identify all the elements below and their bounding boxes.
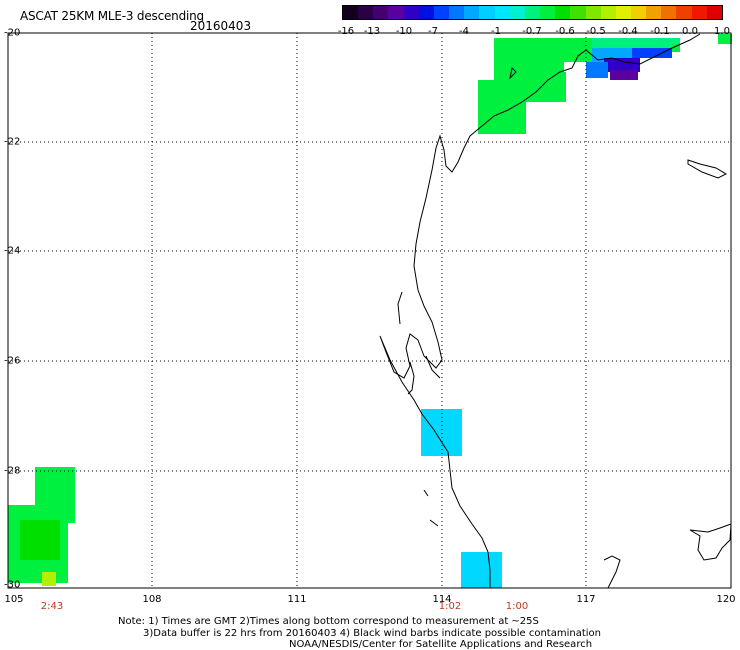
- colorbar-swatch: [600, 6, 616, 19]
- colorbar-label: -1: [491, 26, 501, 37]
- colorbar-swatch: [570, 6, 586, 19]
- colorbar-swatch: [706, 6, 722, 19]
- wind-cell: [494, 38, 564, 72]
- lat-label: -28: [4, 465, 21, 477]
- colorbar-swatch: [449, 6, 465, 19]
- colorbar-label: 1.0: [714, 26, 730, 37]
- pass-time: 1:00: [505, 601, 529, 612]
- colorbar-label: -13: [363, 26, 381, 37]
- note-line: Note: 1) Times are GMT 2)Times along bot…: [118, 616, 539, 627]
- lon-label: 114: [432, 594, 452, 605]
- wind-cell: [421, 409, 462, 456]
- lon-label: 111: [287, 594, 307, 605]
- island: [429, 519, 439, 527]
- colorbar-swatch: [479, 6, 495, 19]
- note-line: NOAA/NESDIS/Center for Satellite Applica…: [289, 639, 593, 650]
- island: [509, 66, 517, 80]
- colorbar-swatch: [630, 6, 647, 19]
- wind-cell: [718, 34, 732, 44]
- colorbar-label: -4: [459, 26, 469, 37]
- colorbar-swatch: [358, 6, 374, 19]
- colorbar-swatch: [494, 6, 510, 19]
- colorbar-swatch: [524, 6, 541, 19]
- island: [425, 355, 441, 379]
- note-line: 3)Data buffer is 22 hrs from 20160403 4)…: [143, 628, 601, 639]
- colorbar-label: -0.1: [650, 26, 670, 37]
- colorbar-swatch: [388, 6, 404, 19]
- wind-cell: [672, 44, 680, 52]
- wind-cell: [478, 102, 526, 134]
- colorbar-label: -0.4: [618, 26, 638, 37]
- pass-time: 1:02: [438, 601, 462, 612]
- colorbar-label: -0.6: [555, 26, 575, 37]
- colorbar-swatch: [615, 6, 631, 19]
- coastline-path: [379, 49, 587, 588]
- colorbar-label: -0.5: [586, 26, 606, 37]
- wind-cell: [586, 62, 608, 78]
- colorbar-swatch: [433, 6, 450, 19]
- coastline-southeast: [689, 523, 732, 561]
- map-date: 20160403: [190, 19, 252, 33]
- lat-label: -24: [4, 245, 21, 257]
- wind-cell: [604, 58, 640, 72]
- map-frame: [7, 32, 732, 589]
- island: [407, 361, 415, 395]
- wind-cell: [42, 572, 56, 586]
- wind-cell: [592, 38, 680, 50]
- lon-label: 120: [716, 594, 736, 605]
- colorbar-label: -7: [428, 26, 438, 37]
- wind-cell: [632, 48, 672, 58]
- lat-label: -20: [4, 27, 21, 39]
- colorbar-swatch: [661, 6, 677, 19]
- colorbar-swatch: [464, 6, 480, 19]
- colorbar-swatch: [418, 6, 434, 19]
- lat-label: -26: [4, 355, 21, 367]
- colorbar-swatch: [403, 6, 419, 19]
- wind-cell: [564, 38, 592, 62]
- colorbar-label: 0.0: [682, 26, 698, 37]
- colorbar-swatch: [555, 6, 571, 19]
- colorbar-swatch: [691, 6, 707, 19]
- lon-label: 117: [576, 594, 596, 605]
- colorbar-label: -16: [337, 26, 355, 37]
- lat-label: -30: [4, 579, 21, 591]
- island: [397, 291, 403, 325]
- island: [687, 159, 728, 179]
- colorbar-label: -10: [395, 26, 413, 37]
- colorbar-label: -0.7: [522, 26, 542, 37]
- wind-cell: [610, 70, 638, 80]
- wind-cells: [8, 34, 732, 588]
- colorbar-swatch: [540, 6, 556, 19]
- colorbar-swatch: [585, 6, 601, 19]
- wind-cell: [494, 72, 566, 82]
- wind-cell: [461, 552, 502, 588]
- lat-lon-grid: [8, 33, 731, 588]
- map-title: ASCAT 25KM MLE-3 descending: [20, 9, 204, 23]
- colorbar-swatch: [373, 6, 389, 19]
- coastline-south: [603, 555, 621, 589]
- colorbar-swatch: [343, 6, 359, 19]
- colorbar-swatch: [509, 6, 525, 19]
- colorbar-swatch: [676, 6, 692, 19]
- pass-time: 2:43: [40, 601, 64, 612]
- wind-cell: [478, 80, 566, 102]
- island: [423, 489, 429, 497]
- wind-cell: [20, 520, 60, 560]
- coastline: [379, 33, 732, 589]
- lat-label: -22: [4, 136, 21, 148]
- lon-label: 108: [142, 594, 162, 605]
- colorbar-swatch: [646, 6, 662, 19]
- lon-label: 105: [4, 594, 24, 605]
- colorbar: [342, 5, 723, 20]
- coastline-northeast: [585, 33, 701, 65]
